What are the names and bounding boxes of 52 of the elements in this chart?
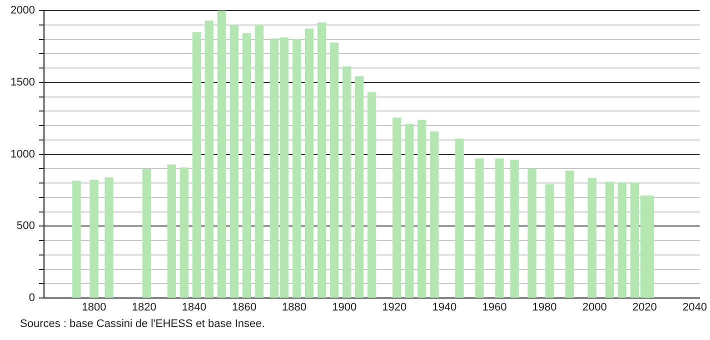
x-tick-label: 2040 [682, 302, 707, 314]
bar [418, 120, 426, 298]
bar [455, 138, 464, 298]
bar [217, 10, 226, 298]
x-tick-label: 1960 [482, 302, 507, 314]
y-tick-label: 1500 [10, 76, 35, 88]
bar [180, 167, 188, 298]
bar [192, 32, 201, 298]
x-tick-label: 1820 [132, 302, 156, 314]
bar [242, 33, 252, 298]
x-tick-label: 1800 [82, 302, 106, 314]
bar [342, 66, 352, 298]
bar [167, 164, 176, 298]
y-tick-label: 1000 [10, 148, 35, 160]
bar [392, 118, 402, 298]
bar [605, 182, 614, 298]
bar [618, 182, 626, 298]
bar [495, 158, 504, 298]
bar [72, 180, 81, 298]
bar [510, 160, 519, 298]
x-tick-label: 1900 [332, 302, 357, 314]
bar [368, 92, 376, 298]
bar [545, 184, 554, 298]
bar [475, 158, 484, 298]
bar [405, 124, 414, 298]
bar [142, 169, 151, 298]
x-tick-label: 2020 [632, 302, 657, 314]
bar [588, 178, 596, 298]
y-tick-label: 0 [28, 292, 35, 304]
bar [292, 38, 302, 298]
bar [254, 24, 264, 298]
bar [355, 76, 364, 298]
x-tick-label: 1940 [432, 302, 457, 314]
x-tick-label: 1980 [532, 302, 557, 314]
bar [317, 22, 326, 298]
bar [304, 28, 314, 298]
x-tick-label: 2000 [582, 302, 607, 314]
bar [430, 132, 439, 298]
x-tick-label: 1920 [382, 302, 407, 314]
bar [104, 177, 114, 298]
x-tick-label: 1880 [282, 302, 307, 314]
bar [90, 180, 98, 298]
bar [565, 170, 574, 298]
bar [230, 25, 239, 298]
y-tick-label: 2000 [10, 4, 35, 17]
x-tick-label: 1860 [232, 302, 256, 314]
y-tick-label: 500 [16, 220, 35, 232]
bar [528, 168, 536, 298]
bar [330, 42, 339, 298]
bar [204, 20, 214, 298]
source-note: Sources : base Cassini de l'EHESS et base Insee. [20, 318, 266, 330]
x-tick-label: 1840 [182, 302, 206, 314]
